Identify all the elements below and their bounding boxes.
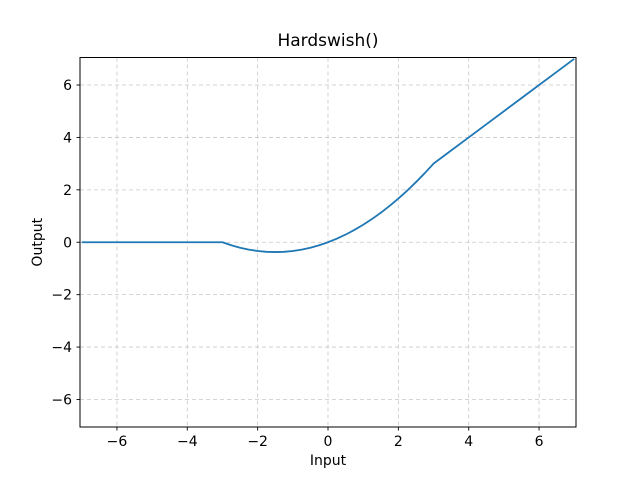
x-tick-label: 2	[394, 434, 403, 450]
y-tick-label: 4	[63, 130, 72, 146]
y-tick-label: 2	[63, 183, 72, 199]
y-tick-label: 0	[63, 235, 72, 251]
tick-layer	[76, 84, 540, 431]
x-tick-label: 4	[464, 434, 473, 450]
x-axis-label: Input	[310, 453, 347, 469]
x-tick-label: −2	[247, 434, 268, 450]
y-tick-label: −4	[51, 340, 72, 356]
y-axis-label: Output	[30, 217, 46, 266]
y-tick-label: −6	[51, 392, 72, 408]
x-tick-label: −6	[107, 434, 128, 450]
hardswish-curve	[81, 58, 575, 253]
x-tick-label: 6	[535, 434, 544, 450]
y-tick-label: −2	[51, 288, 72, 304]
tick-label-layer: −6 −4 −2 0 2 4 6 −6 −4 −2 0 2 4 6	[51, 78, 543, 450]
x-tick-label: 0	[324, 434, 333, 450]
x-tick-label: −4	[177, 434, 198, 450]
chart-title: Hardswish()	[277, 31, 378, 51]
y-tick-label: 6	[63, 78, 72, 94]
